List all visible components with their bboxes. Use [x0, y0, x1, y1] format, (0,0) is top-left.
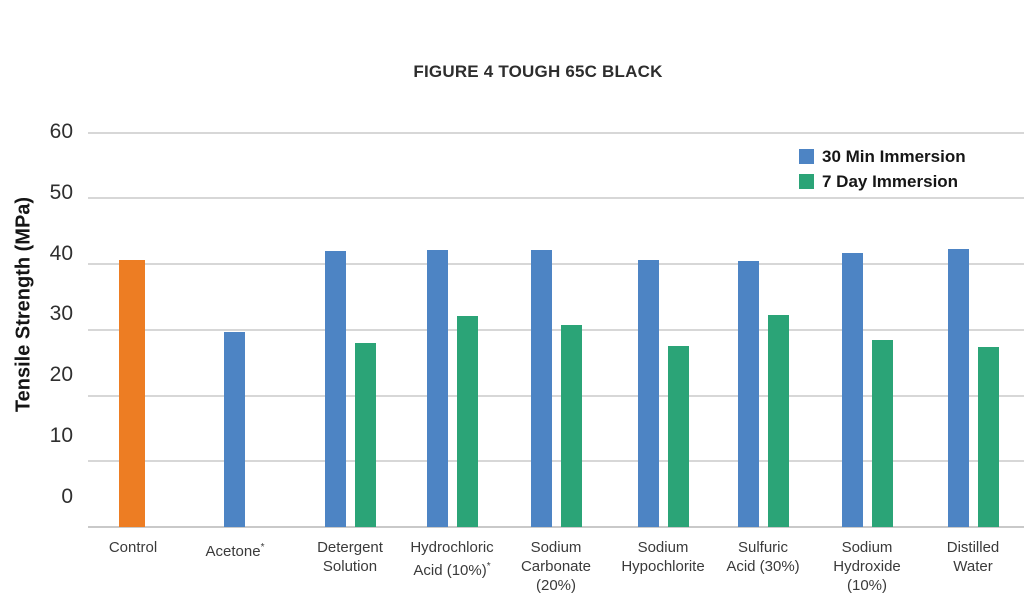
- y-tick-label: 50: [49, 180, 73, 204]
- y-tick-label: 30: [49, 302, 73, 326]
- gridline-0: [88, 526, 1024, 528]
- legend-label: 30 Min Immersion: [822, 146, 966, 166]
- legend: 30 Min Immersion 7 Day Immersion: [799, 144, 966, 194]
- gridline-40: [88, 263, 1024, 266]
- bar-7-day-immersion: [667, 345, 689, 527]
- x-category-label: Acetone*: [205, 542, 265, 560]
- bar-7-day-immersion: [767, 315, 789, 527]
- x-category-label: Sodium Carbonate (20%): [520, 539, 592, 594]
- gridline-20: [88, 394, 1024, 397]
- legend-item: 30 Min Immersion: [799, 144, 966, 169]
- legend-swatch-icon: [799, 149, 814, 164]
- gridline-60: [88, 131, 1024, 134]
- gridline-30: [88, 328, 1024, 331]
- y-tick-label: 20: [49, 363, 73, 387]
- bar-30-min-immersion: [637, 260, 659, 527]
- y-tick-label: 0: [61, 484, 73, 508]
- y-tick-label: 60: [49, 120, 73, 143]
- bar-30-min-immersion: [426, 250, 448, 527]
- gridline-10: [88, 460, 1024, 463]
- legend-swatch-icon: [799, 174, 814, 189]
- chart-title: FIGURE 4 TOUGH 65C BLACK: [413, 62, 663, 81]
- x-category-label: Distilled Water: [946, 539, 1000, 575]
- bar-7-day-immersion: [871, 339, 893, 527]
- bar-30-min-immersion: [947, 249, 969, 527]
- x-category-label: Sulfuric Acid (30%): [726, 539, 800, 575]
- x-category-label: Sodium Hydroxide (10%): [833, 539, 901, 594]
- x-category-label: Control: [108, 539, 158, 556]
- bar-control: [119, 259, 145, 527]
- bar-30-min-immersion: [530, 249, 552, 527]
- x-category-label: Hydrochloric Acid (10%)*: [410, 539, 494, 579]
- legend-item: 7 Day Immersion: [799, 169, 966, 194]
- x-category-label: Detergent Solution: [317, 539, 383, 575]
- bar-7-day-immersion: [977, 346, 999, 527]
- bar-30-min-immersion: [737, 260, 759, 527]
- bar-30-min-immersion: [223, 331, 245, 527]
- gridline-50: [88, 197, 1024, 200]
- bar-30-min-immersion: [841, 252, 863, 527]
- y-tick-label: 10: [49, 424, 73, 448]
- bar-7-day-immersion: [354, 343, 376, 527]
- bar-7-day-immersion: [560, 325, 582, 527]
- legend-label: 7 Day Immersion: [822, 171, 959, 191]
- y-tick-label: 40: [49, 241, 73, 265]
- bar-30-min-immersion: [324, 251, 346, 527]
- x-category-label: Sodium Hypochlorite: [621, 539, 705, 575]
- bar-7-day-immersion: [456, 316, 478, 527]
